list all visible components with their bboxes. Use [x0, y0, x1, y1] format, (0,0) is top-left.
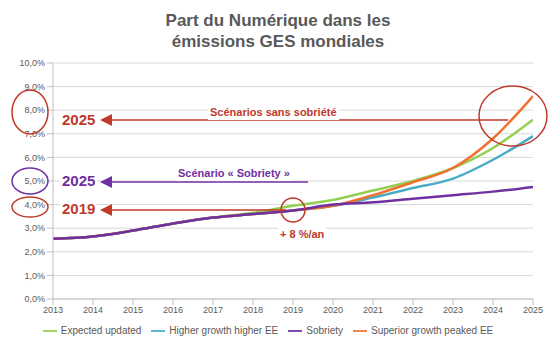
html-text:Scénarios sans sobriété: Scénarios sans sobriété [210, 106, 337, 118]
svg-text:6,0%: 6,0% [24, 153, 45, 163]
html-text:Scénario « Sobriety »: Scénario « Sobriety » [178, 167, 290, 179]
html-text:Sobriety: Sobriety [306, 324, 343, 336]
svg-text:7,0%: 7,0% [24, 129, 45, 139]
svg-text:2021: 2021 [363, 305, 383, 315]
svg-text:4,0%: 4,0% [24, 200, 45, 210]
svg-text:3,0%: 3,0% [24, 223, 45, 233]
svg-text:2023: 2023 [443, 305, 463, 315]
html-text:Superior growth peaked EE: Superior growth peaked EE [371, 324, 494, 336]
svg-text:0,0%: 0,0% [24, 294, 45, 304]
html-text:+ 8 %/an: + 8 %/an [280, 228, 325, 240]
svg-text:10,0%: 10,0% [19, 58, 45, 68]
svg-text:2025: 2025 [523, 305, 543, 315]
svg-text:2017: 2017 [203, 305, 223, 315]
svg-text:2013: 2013 [43, 305, 63, 315]
html-text:Higher growth higher EE: Higher growth higher EE [169, 324, 279, 336]
svg-text:9,0%: 9,0% [24, 82, 45, 92]
svg-text:2016: 2016 [163, 305, 183, 315]
html-text:Part du Numérique dans les émi: Part du Numérique dans les émissions GES… [165, 11, 391, 51]
svg-text:5,0%: 5,0% [24, 176, 45, 186]
svg-text:1,0%: 1,0% [24, 271, 45, 281]
html-text:2019: 2019 [62, 200, 96, 217]
html-text:2025: 2025 [62, 172, 96, 189]
html-text:2025: 2025 [62, 111, 96, 128]
svg-text:2014: 2014 [83, 305, 103, 315]
html-text:Expected updated: Expected updated [60, 324, 142, 336]
svg-text:2019: 2019 [283, 305, 303, 315]
svg-text:2020: 2020 [323, 305, 343, 315]
svg-text:8,0%: 8,0% [24, 105, 45, 115]
svg-text:2024: 2024 [483, 305, 503, 315]
svg-text:2015: 2015 [123, 305, 143, 315]
svg-text:2,0%: 2,0% [24, 247, 45, 257]
svg-text:2018: 2018 [243, 305, 263, 315]
svg-text:2022: 2022 [403, 305, 423, 315]
